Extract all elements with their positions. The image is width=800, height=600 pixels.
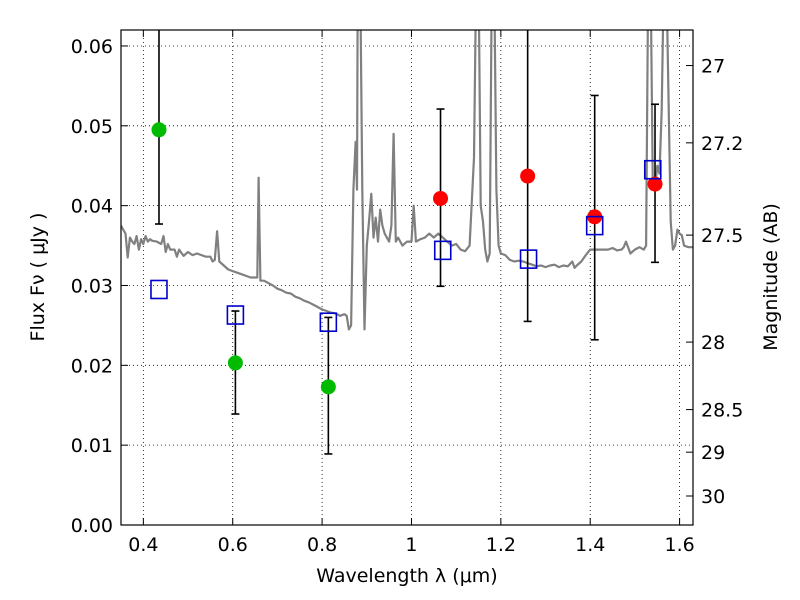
y-tick-label: 0.04	[71, 196, 113, 218]
model-magnitude-square	[585, 215, 604, 236]
y-tick-label: 0.06	[71, 36, 113, 58]
model-spectrum-line	[121, 30, 693, 331]
y2-tick-label: 27	[701, 56, 725, 78]
x-tick-label: 1.6	[664, 534, 694, 556]
model-magnitude-square	[319, 312, 338, 333]
y-tick-label: 0.02	[71, 355, 113, 377]
model-magnitude-square	[643, 159, 662, 180]
x-tick-label: 1.2	[486, 534, 516, 556]
errorbar-layer	[154, 30, 660, 455]
x-tick-label: 0.4	[128, 534, 158, 556]
ticks-layer: 0.4 0.6 0.8 1 1.2 1.4 1.6 0.00 0.01 0.02 0.03 0.04 0…	[71, 30, 743, 556]
x-tick-label: 1.4	[575, 534, 605, 556]
y2-tick-label: 28.5	[701, 400, 743, 422]
photometry-point	[520, 168, 536, 184]
x-tick-label: 0.8	[307, 534, 337, 556]
y2-tick-label: 27.2	[701, 133, 743, 155]
photometry-point	[433, 190, 449, 206]
model-magnitude-square	[433, 240, 452, 261]
photometry-point	[227, 355, 243, 371]
y2-tick-label: 28	[701, 332, 725, 354]
y2-tick-label: 29	[701, 442, 725, 464]
y-axis-title: Flux Fν ( μJy )	[27, 213, 49, 342]
photometry-point	[320, 379, 336, 395]
y2-axis-title: Magnitude (AB)	[760, 203, 782, 351]
marker-layer	[150, 122, 663, 395]
y-tick-label: 0.01	[71, 435, 113, 457]
model-magnitude-square	[226, 305, 245, 325]
photometry-point	[647, 176, 663, 192]
y-tick-label: 0.03	[71, 275, 113, 297]
spectrum-layer	[121, 30, 693, 331]
plot-frame	[120, 29, 694, 526]
x-tick-label: 1	[405, 534, 417, 556]
grid-lines	[121, 30, 693, 526]
y2-tick-label: 30	[701, 486, 725, 508]
x-axis-title: Wavelength λ (μm)	[316, 565, 497, 587]
photometry-point	[151, 122, 167, 138]
y-tick-label: 0.00	[71, 515, 113, 537]
x-tick-label: 0.6	[218, 534, 248, 556]
model-magnitude-square	[519, 249, 538, 269]
model-magnitude-square	[150, 279, 168, 300]
y-tick-label: 0.05	[71, 116, 113, 138]
y2-tick-label: 27.5	[701, 225, 743, 247]
